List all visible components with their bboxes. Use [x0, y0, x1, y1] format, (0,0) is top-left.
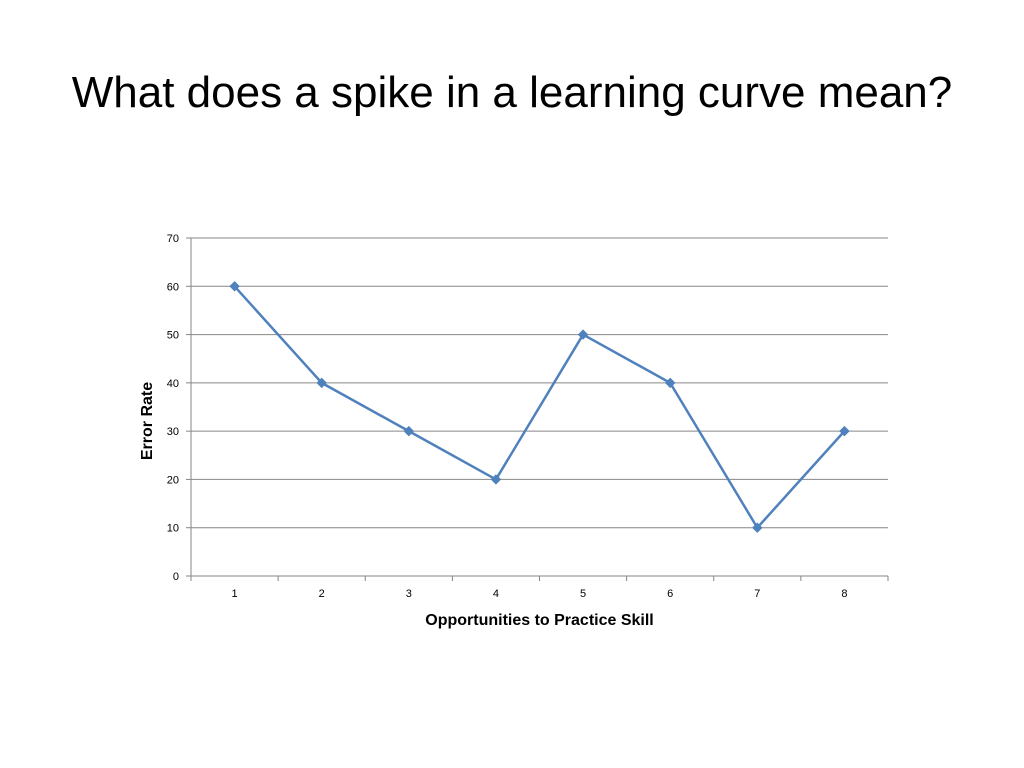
data-point [752, 522, 763, 533]
data-point [229, 281, 240, 292]
series [229, 281, 850, 533]
y-axis-title: Error Rate [139, 382, 156, 460]
data-point [664, 377, 676, 389]
gridlines [191, 237, 888, 529]
slide-title: What does a spike in a learning curve me… [71, 68, 953, 117]
y-tick-label: 30 [167, 426, 179, 438]
y-tick-label: 20 [167, 474, 179, 486]
y-tick-label: 0 [173, 571, 179, 583]
x-tick-label: 6 [667, 588, 673, 600]
data-point [403, 425, 415, 437]
x-tick-label: 5 [580, 588, 586, 600]
data-point [839, 425, 850, 437]
x-tick-labels: 1 2 3 4 5 6 7 8 [232, 588, 848, 600]
series-line [233, 285, 846, 529]
data-point [577, 329, 589, 340]
data-point [490, 474, 502, 485]
x-tick-label: 3 [406, 588, 412, 600]
x-tick-label: 2 [319, 588, 325, 600]
x-tick-label: 4 [493, 588, 499, 600]
x-tick-label: 8 [841, 588, 847, 600]
y-tick-label: 40 [167, 378, 179, 390]
y-tick-label: 10 [167, 523, 179, 535]
x-axis-title: Opportunities to Practice Skill [425, 612, 654, 629]
x-tick-label: 1 [232, 588, 238, 600]
y-tick-label: 50 [167, 330, 179, 342]
x-tick-label: 7 [754, 588, 760, 600]
y-tick-labels: 0 10 20 30 40 50 60 70 [167, 233, 179, 583]
y-tick-label: 70 [167, 233, 179, 245]
y-tick-label: 60 [167, 281, 179, 293]
data-point [316, 377, 327, 389]
axes [186, 237, 889, 581]
